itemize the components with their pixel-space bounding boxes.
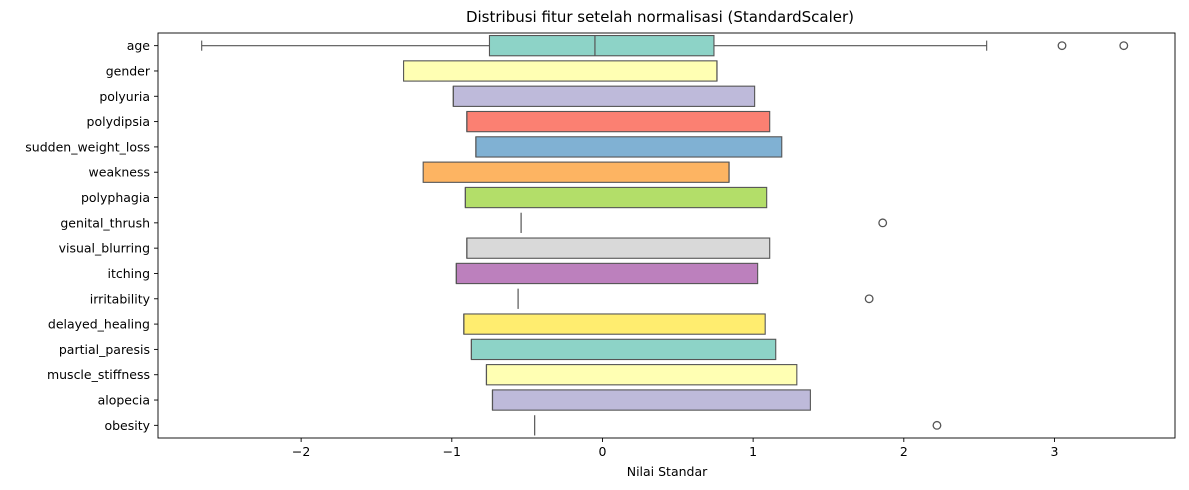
box-group-delayed_healing <box>463 313 766 335</box>
x-tick-label: −2 <box>292 444 310 459</box>
box-group-alopecia <box>491 389 811 411</box>
box-group-polydipsia <box>466 110 771 133</box>
y-tick-label: polydipsia <box>87 114 150 129</box>
x-axis-label: Nilai Standar <box>627 464 708 479</box>
y-tick-label: alopecia <box>98 393 150 408</box>
box-group-genital_thrush <box>520 212 888 233</box>
box <box>488 34 715 57</box>
box <box>485 364 798 386</box>
plot-frame <box>157 32 1176 439</box>
box <box>491 389 811 411</box>
box <box>466 110 771 133</box>
box-group-visual_blurring <box>466 237 771 259</box>
y-tick-label: visual_blurring <box>59 241 150 256</box>
y-tick-label: partial_paresis <box>59 342 150 357</box>
box-group-sudden_weight_loss <box>475 136 783 158</box>
outlier-point <box>1119 41 1129 51</box>
box <box>452 85 756 107</box>
box-group-polyphagia <box>464 186 768 209</box>
x-tick-label: 2 <box>900 444 908 459</box>
box <box>466 237 771 259</box>
box-group-muscle_stiffness <box>485 364 798 386</box>
box-group-gender <box>403 60 718 82</box>
y-tick-label: muscle_stiffness <box>47 367 150 382</box>
y-tick-label: itching <box>108 266 151 281</box>
box-group-polyuria <box>452 85 756 107</box>
x-tick-label: −1 <box>443 444 461 459</box>
y-tick-label: obesity <box>104 418 150 433</box>
box-group-obesity <box>534 415 942 436</box>
box-group-age <box>201 34 1129 57</box>
box-group-weakness <box>422 161 730 183</box>
plot-area: age gender polyuria polydipsia sudden_weight… <box>25 34 1129 459</box>
box <box>403 60 718 82</box>
y-tick-label: delayed_healing <box>48 317 150 332</box>
y-tick-label: gender <box>106 63 151 78</box>
y-tick-label: polyuria <box>99 89 150 104</box>
y-tick-label: polyphagia <box>81 190 150 205</box>
y-tick-label: irritability <box>90 291 151 306</box>
box <box>464 186 768 209</box>
box <box>475 136 783 158</box>
box <box>470 338 777 361</box>
box-group-partial_paresis <box>470 338 777 361</box>
y-tick-label: genital_thrush <box>60 215 150 230</box>
outlier-point <box>932 420 942 430</box>
y-tick-label: weakness <box>89 165 150 180</box>
x-tick-label: 0 <box>598 444 606 459</box>
outlier-point <box>878 218 888 228</box>
x-tick-label: 1 <box>749 444 757 459</box>
y-tick-label: sudden_weight_loss <box>25 139 150 154</box>
box <box>463 313 766 335</box>
box-group-irritability <box>517 288 874 309</box>
box-group-itching <box>455 262 759 285</box>
y-tick-label: age <box>127 38 151 53</box>
outlier-point <box>864 294 874 304</box>
outlier-point <box>1057 41 1067 51</box>
box <box>422 161 730 183</box>
x-tick-label: 3 <box>1050 444 1058 459</box>
chart-title: Distribusi fitur setelah normalisasi (St… <box>466 8 854 26</box>
box <box>455 262 759 285</box>
